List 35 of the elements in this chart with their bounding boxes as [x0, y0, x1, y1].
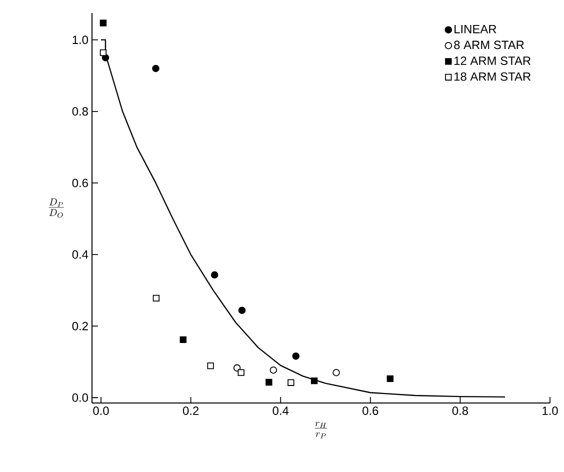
point: [210, 271, 218, 279]
legend-label: 18 ARM STAR: [454, 72, 531, 81]
y-tick-label: 0.8: [72, 107, 88, 116]
point: [310, 377, 318, 384]
y-tick-label: 0.4: [72, 250, 88, 259]
point: [100, 49, 107, 56]
y-tick-label: 1.0: [72, 36, 88, 44]
point: [152, 294, 160, 302]
point: [332, 368, 340, 376]
y-tick-label: 0.2: [72, 322, 88, 330]
point: [152, 64, 160, 72]
x-tick-label: 0.0: [93, 406, 109, 415]
point: [233, 364, 241, 372]
legend-label: 12 ARM STAR: [454, 56, 531, 65]
point: [292, 352, 300, 360]
point: [288, 379, 294, 386]
legend-label: 8 ARM STAR: [454, 40, 524, 50]
point: [266, 378, 272, 386]
point: [386, 375, 394, 382]
x-tick-label: 0.4: [272, 406, 289, 415]
x-tick-label: 0.6: [362, 406, 378, 415]
legend-label: LINEAR: [454, 24, 496, 34]
point: [238, 306, 246, 314]
y-tick-label: 0.6: [72, 178, 88, 188]
point: [238, 369, 244, 376]
x-tick-label: 1.0: [542, 406, 558, 415]
y-tick-label: 0.0: [72, 393, 88, 402]
x-axis-title: $\frac{r_H}{r_P}$: [314, 422, 328, 438]
point: [270, 366, 278, 374]
x-tick-label: 0.8: [452, 406, 468, 415]
point: [207, 362, 214, 370]
point: [100, 20, 107, 26]
point: [180, 336, 186, 344]
x-tick-label: 0.2: [182, 406, 198, 415]
y-axis-title: $\frac{D_P}{D_O}$: [48, 198, 64, 218]
